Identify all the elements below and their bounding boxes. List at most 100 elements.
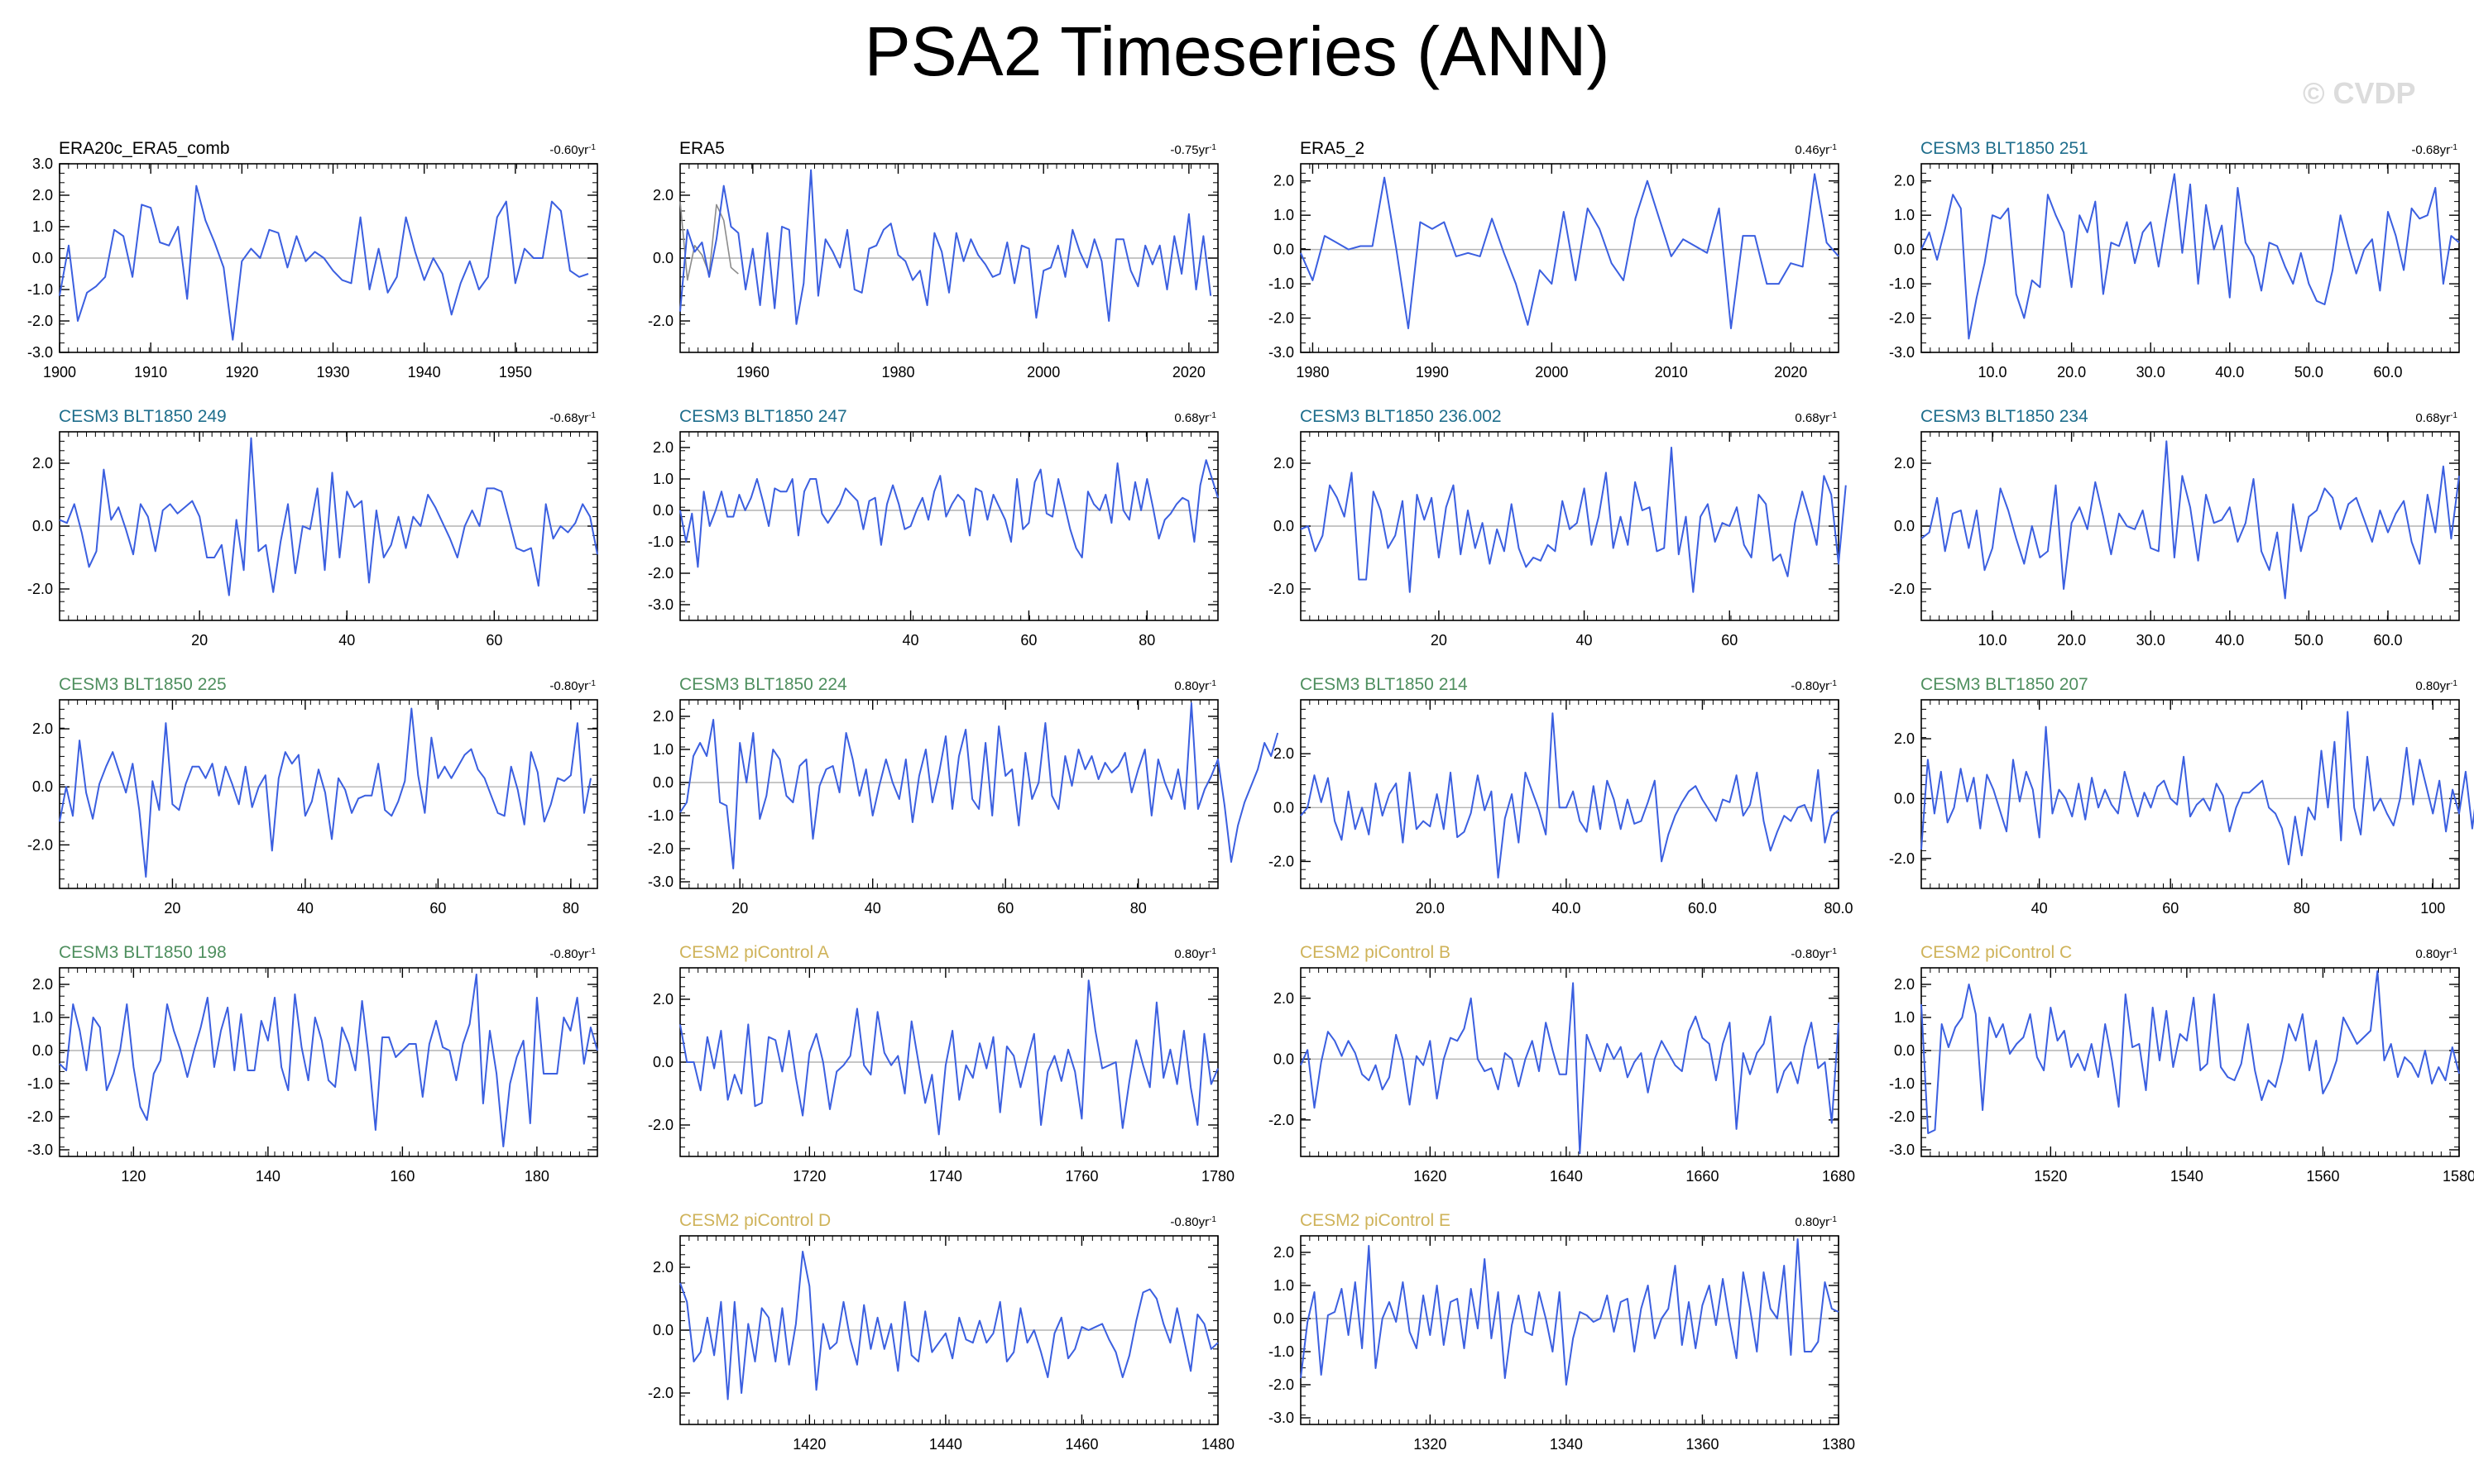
x-tick-label: 1660 xyxy=(1685,1168,1719,1185)
chart-panel: ERA20c_ERA5_comb -0.60yr-1 3.0 2.0 1.0 0.0 -1.… xyxy=(27,139,598,381)
y-tick-label: 1.0 xyxy=(1894,207,1915,223)
y-tick-label: -2.0 xyxy=(648,1117,674,1133)
y-tick-label: -1.0 xyxy=(648,534,674,550)
chart-panel: CESM3 BLT1850 236.002 0.68yr-1 2.0 0.0 -2.0 2… xyxy=(1268,407,1847,649)
series-line xyxy=(1920,711,2474,865)
y-tick-label: 1.0 xyxy=(653,741,674,758)
x-tick-label: 1480 xyxy=(1201,1436,1235,1453)
y-tick-label: -3.0 xyxy=(648,596,674,613)
y-tick-label: 1.0 xyxy=(653,471,674,487)
panel-title: CESM3 BLT1850 207 xyxy=(1920,675,2088,694)
panel-title: CESM3 BLT1850 251 xyxy=(1920,139,2088,158)
trend-label: -0.75yr-1 xyxy=(1170,143,1216,158)
x-tick-label: 40.0 xyxy=(1551,900,1580,917)
panel-title: CESM2 piControl B xyxy=(1300,943,1450,962)
y-tick-label: 0.0 xyxy=(32,778,53,795)
trend-label: 0.80yr-1 xyxy=(2415,679,2457,694)
x-tick-label: 60.0 xyxy=(1688,900,1717,917)
x-tick-label: 10.0 xyxy=(1978,364,2007,381)
y-tick-label: 2.0 xyxy=(653,1259,674,1276)
x-tick-label: 40 xyxy=(2031,900,2048,917)
y-tick-label: 2.0 xyxy=(1894,455,1915,472)
y-tick-label: 2.0 xyxy=(1273,990,1294,1007)
x-tick-label: 1580 xyxy=(2443,1168,2474,1185)
series-line xyxy=(679,201,739,281)
y-tick-label: 1.0 xyxy=(1273,1277,1294,1294)
x-tick-label: 60.0 xyxy=(2373,632,2402,649)
watermark: © CVDP xyxy=(2303,76,2416,110)
plot-frame xyxy=(1920,967,2460,1157)
trend-label: 0.80yr-1 xyxy=(1795,1215,1837,1230)
y-tick-label: -2.0 xyxy=(1268,853,1294,869)
x-tick-label: 20.0 xyxy=(1416,900,1445,917)
y-tick-label: 1.0 xyxy=(1894,1009,1915,1026)
x-tick-label: 60 xyxy=(2162,900,2179,917)
y-tick-label: -2.0 xyxy=(27,1108,53,1125)
y-tick-label: -3.0 xyxy=(1268,344,1294,361)
y-tick-label: 0.0 xyxy=(1273,1310,1294,1327)
y-tick-label: 2.0 xyxy=(653,708,674,725)
y-tick-label: -3.0 xyxy=(27,344,53,361)
x-tick-label: 60 xyxy=(486,632,502,649)
y-tick-label: -2.0 xyxy=(27,313,53,329)
y-tick-label: 0.0 xyxy=(653,250,674,266)
y-tick-label: 1.0 xyxy=(32,1009,53,1026)
trend-label: -0.80yr-1 xyxy=(1170,1215,1216,1230)
trend-label: 0.46yr-1 xyxy=(1795,143,1837,158)
x-tick-label: 1620 xyxy=(1413,1168,1446,1185)
x-tick-label: 80 xyxy=(1130,900,1147,917)
panel-title: ERA20c_ERA5_comb xyxy=(59,139,230,158)
series-line xyxy=(59,184,589,341)
y-tick-label: -2.0 xyxy=(648,313,674,329)
series-line xyxy=(1300,982,1839,1155)
x-tick-label: 1980 xyxy=(1296,364,1329,381)
panel-title: CESM2 piControl D xyxy=(679,1211,831,1230)
y-tick-label: 0.0 xyxy=(1273,242,1294,258)
x-tick-label: 1640 xyxy=(1550,1168,1583,1185)
x-tick-label: 50.0 xyxy=(2294,632,2323,649)
y-tick-label: -2.0 xyxy=(1889,850,1915,867)
y-tick-label: 2.0 xyxy=(32,455,53,472)
y-tick-label: 2.0 xyxy=(1894,730,1915,747)
panel-title: CESM2 piControl A xyxy=(679,943,829,962)
x-tick-label: 120 xyxy=(121,1168,146,1185)
x-tick-label: 60 xyxy=(1721,632,1738,649)
x-tick-label: 80 xyxy=(563,900,579,917)
panel-title: CESM3 BLT1850 198 xyxy=(59,943,227,962)
trend-label: -0.68yr-1 xyxy=(549,411,596,426)
chart-panel: CESM3 BLT1850 234 0.68yr-1 2.0 0.0 -2.0 10.0 2… xyxy=(1889,407,2460,649)
plot-frame xyxy=(1300,967,1839,1157)
series-line xyxy=(1920,173,2460,340)
x-tick-label: 1380 xyxy=(1822,1436,1855,1453)
panel-title: ERA5_2 xyxy=(1300,139,1364,158)
y-tick-label: 2.0 xyxy=(1273,1244,1294,1261)
y-tick-label: -3.0 xyxy=(1889,1142,1915,1158)
y-tick-label: 0.0 xyxy=(1273,518,1294,534)
y-tick-label: 2.0 xyxy=(653,991,674,1008)
chart-panel: CESM3 BLT1850 214 -0.80yr-1 2.0 0.0 -2.0 20.0… xyxy=(1268,675,1853,917)
y-tick-label: -2.0 xyxy=(27,581,53,597)
x-tick-label: 1440 xyxy=(929,1436,962,1453)
chart-panel: CESM3 BLT1850 247 0.68yr-1 2.0 1.0 0.0 -1.0 -2… xyxy=(648,407,1219,649)
x-tick-label: 60 xyxy=(997,900,1014,917)
x-tick-label: 40 xyxy=(297,900,314,917)
trend-label: 0.68yr-1 xyxy=(1795,411,1837,426)
y-tick-label: 2.0 xyxy=(1273,173,1294,189)
x-tick-label: 1780 xyxy=(1201,1168,1235,1185)
chart-panel: CESM2 piControl A 0.80yr-1 2.0 0.0 -2.0 1720 1… xyxy=(648,943,1235,1185)
chart-panel: CESM2 piControl E 0.80yr-1 2.0 1.0 0.0 -1.0 -2… xyxy=(1268,1211,1855,1453)
panel-title: CESM3 BLT1850 234 xyxy=(1920,407,2088,426)
y-tick-label: -1.0 xyxy=(1889,275,1915,292)
trend-label: 0.68yr-1 xyxy=(1174,411,1216,426)
series-line xyxy=(679,169,1212,325)
plot-frame xyxy=(1300,699,1839,889)
y-tick-label: 1.0 xyxy=(1273,207,1294,223)
series-line xyxy=(1920,970,2460,1134)
chart-panel: CESM2 piControl B -0.80yr-1 2.0 0.0 -2.0 1620… xyxy=(1268,943,1855,1185)
series-line xyxy=(1300,712,1839,878)
x-tick-label: 20.0 xyxy=(2057,364,2086,381)
y-tick-label: -1.0 xyxy=(1268,275,1294,292)
x-tick-label: 1420 xyxy=(793,1436,826,1453)
series-line xyxy=(59,974,598,1147)
x-tick-label: 1980 xyxy=(881,364,914,381)
